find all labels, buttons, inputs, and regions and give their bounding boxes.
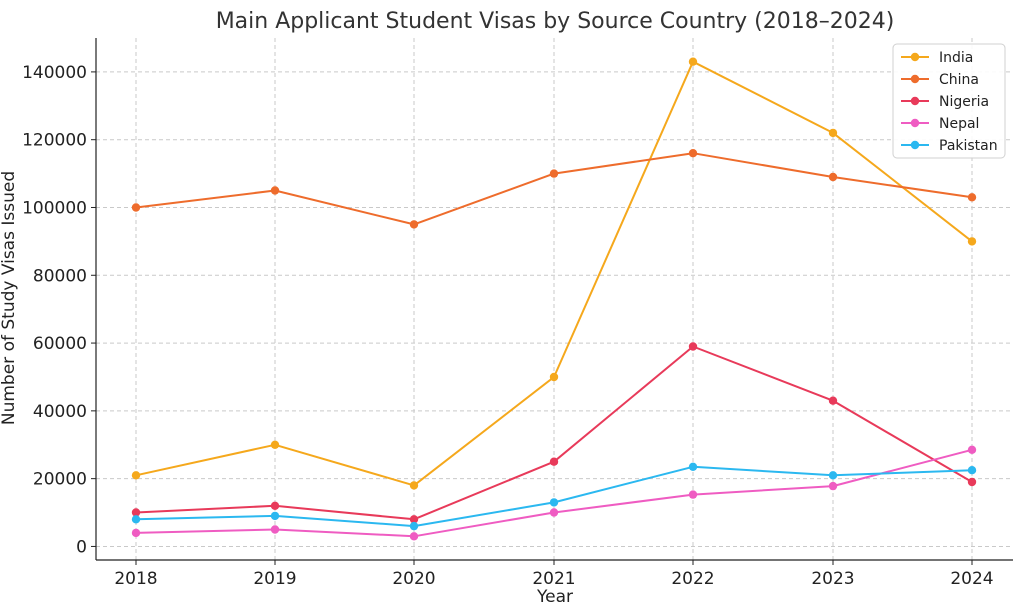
data-point-pakistan — [409, 521, 419, 531]
legend-label: Pakistan — [939, 138, 998, 154]
data-point-india — [270, 440, 280, 449]
data-point-pakistan — [131, 515, 141, 524]
x-axis-label: Year — [536, 587, 573, 607]
legend-swatch-marker — [910, 74, 920, 84]
chart-title: Main Applicant Student Visas by Source C… — [216, 9, 895, 34]
data-point-nepal — [967, 445, 977, 454]
y-tick-label: 60000 — [33, 334, 87, 354]
data-point-china — [688, 149, 698, 158]
legend-item-india: India — [901, 50, 973, 66]
x-tick-label: 2024 — [950, 569, 993, 589]
y-tick-label: 20000 — [33, 470, 87, 490]
series-china — [131, 149, 977, 229]
data-point-pakistan — [967, 466, 977, 475]
data-point-nepal — [688, 490, 698, 499]
data-point-china — [131, 203, 141, 212]
y-tick-label: 120000 — [22, 131, 87, 151]
data-point-nigeria — [409, 515, 419, 524]
data-point-nigeria — [549, 457, 559, 466]
legend-item-pakistan: Pakistan — [901, 138, 998, 154]
legend-swatch-marker — [910, 118, 920, 128]
y-tick-label: 140000 — [22, 63, 87, 83]
x-tick-label: 2021 — [532, 569, 575, 589]
grid-layer — [96, 38, 1013, 560]
legend-swatch-marker — [910, 52, 920, 62]
y-axis-label: Number of Study Visas Issued — [0, 171, 19, 425]
legend-item-nepal: Nepal — [901, 116, 979, 132]
data-point-india — [549, 372, 559, 382]
data-point-nepal — [828, 481, 838, 491]
data-point-india — [131, 471, 141, 480]
y-tick-label: 0 — [76, 537, 87, 557]
x-tick-label: 2022 — [671, 569, 714, 589]
data-point-china — [549, 169, 559, 178]
data-point-pakistan — [270, 511, 280, 521]
x-tick-label: 2018 — [114, 569, 157, 589]
legend: India China Nigeria Nepal Pakistan — [892, 43, 1006, 159]
legend-box — [892, 43, 1006, 159]
data-point-nepal — [131, 528, 141, 538]
x-tick-label: 2020 — [392, 569, 435, 589]
data-point-china — [967, 193, 977, 202]
data-point-india — [967, 237, 977, 246]
data-point-nepal — [549, 508, 559, 517]
data-point-china — [828, 172, 838, 182]
legend-label: Nigeria — [939, 94, 989, 110]
y-tick-label: 100000 — [22, 198, 87, 218]
data-point-nigeria — [131, 508, 141, 517]
data-point-india — [409, 481, 419, 490]
x-tick-label: 2019 — [253, 569, 296, 589]
data-point-pakistan — [549, 498, 559, 507]
data-point-india — [828, 128, 838, 138]
series-nigeria — [131, 342, 977, 524]
series-india — [131, 57, 977, 490]
legend-label: China — [939, 72, 979, 88]
y-tick-label: 40000 — [33, 402, 87, 422]
series-pakistan — [131, 462, 977, 531]
data-point-pakistan — [688, 462, 698, 471]
legend-item-china: China — [901, 72, 979, 88]
data-point-nigeria — [688, 342, 698, 351]
x-tick-label: 2023 — [811, 569, 854, 589]
legend-label: Nepal — [939, 116, 979, 132]
data-point-china — [409, 220, 419, 229]
data-point-nepal — [409, 532, 419, 541]
data-point-china — [270, 186, 280, 195]
legend-label: India — [939, 50, 973, 66]
data-point-india — [688, 57, 698, 66]
series-layer — [131, 57, 977, 541]
legend-item-nigeria: Nigeria — [901, 94, 989, 110]
y-tick-label: 80000 — [33, 266, 87, 286]
legend-swatch-marker — [910, 96, 920, 106]
data-point-nigeria — [828, 396, 838, 405]
data-point-nigeria — [967, 477, 977, 487]
data-point-nigeria — [270, 501, 280, 510]
axes-layer: 0 20000 40000 60000 80000 100000 120000 140000 2… — [22, 38, 1013, 589]
series-nepal — [131, 445, 977, 541]
data-point-pakistan — [828, 471, 838, 480]
legend-swatch-marker — [910, 140, 920, 150]
data-point-nepal — [270, 525, 280, 534]
